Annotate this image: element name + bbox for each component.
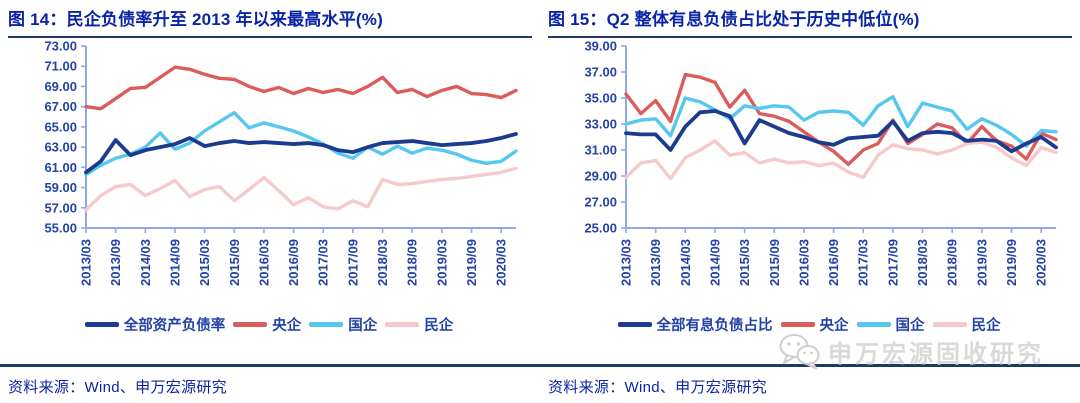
- y-tick-label: 69.00: [44, 79, 77, 94]
- series-line-1: [624, 72, 1058, 167]
- y-tick-label: 63.00: [44, 140, 77, 155]
- x-tick-label: 2019/03: [974, 239, 989, 286]
- x-tick-label: 2013/03: [79, 239, 94, 286]
- x-tick-label: 2019/09: [1004, 239, 1019, 286]
- figure-15-source-note: 资料来源：Wind、申万宏源研究: [540, 364, 1080, 397]
- legend-label: 央企: [272, 318, 302, 334]
- y-tick-label: 33.00: [584, 117, 617, 132]
- x-tick-label: 2013/09: [648, 239, 663, 286]
- legend-swatch: [617, 322, 652, 327]
- legend-item: 国企: [856, 314, 925, 335]
- x-tick-label: 2018/09: [405, 239, 420, 286]
- figure-15-panel: 图 15：Q2 整体有息负债占比处于历史中低位(%) 25.00 27.00 29.…: [540, 0, 1080, 403]
- legend-item: 民企: [932, 314, 1001, 335]
- series-line-1: [84, 65, 518, 111]
- x-tick-label: 2020/03: [1034, 239, 1049, 286]
- x-tick-label: 2014/03: [138, 239, 153, 286]
- legend-swatch: [780, 322, 815, 327]
- series-line-3: [624, 139, 1058, 181]
- legend-swatch: [84, 322, 119, 327]
- figure-14-line-chart: 55.00 57.00 59.00 61.00 63.00 65.00 67.00 69.00…: [44, 39, 518, 286]
- legend-label: 民企: [971, 318, 1001, 334]
- x-tick-label: 2017/03: [316, 239, 331, 286]
- legend-swatch: [385, 322, 420, 327]
- y-tick-label: 55.00: [44, 221, 77, 236]
- y-tick-label: 61.00: [44, 160, 77, 175]
- y-tick-label: 71.00: [44, 59, 77, 74]
- figure-15-title: 图 15：Q2 整体有息负债占比处于历史中低位(%): [548, 0, 1072, 38]
- legend-item: 全部有息负债占比: [617, 314, 773, 335]
- x-tick-label: 2016/03: [796, 239, 811, 286]
- y-tick-label: 39.00: [584, 40, 617, 54]
- x-tick-label: 2015/03: [737, 239, 752, 286]
- legend-item: 全部资产负债率: [84, 314, 226, 335]
- legend-item: 央企: [233, 314, 301, 335]
- x-tick-label: 2018/09: [945, 239, 960, 286]
- series-line-2: [84, 111, 518, 177]
- legend-label: 全部资产负债率: [123, 318, 226, 334]
- legend-item: 央企: [780, 314, 849, 335]
- figure-14-title: 图 14：民企负债率升至 2013 年以来最高水平(%): [8, 0, 532, 38]
- x-tick-label: 2016/03: [256, 239, 271, 286]
- figure-15-chart-area: 25.00 27.00 29.00 31.00 33.00 35.00 37.00 39.00…: [548, 39, 1072, 297]
- x-tick-label: 2018/03: [915, 239, 930, 286]
- x-tick-label: 2017/03: [856, 239, 871, 286]
- legend-label: 央企: [819, 318, 849, 334]
- y-tick-label: 65.00: [44, 119, 77, 134]
- y-tick-label: 27.00: [584, 195, 617, 210]
- figure-15-line-chart: 25.00 27.00 29.00 31.00 33.00 35.00 37.00 39.00…: [584, 39, 1058, 286]
- series-line-2: [624, 95, 1058, 148]
- y-tick-label: 59.00: [44, 180, 77, 195]
- y-tick-label: 25.00: [584, 221, 617, 236]
- x-tick-label: 2017/09: [345, 239, 360, 286]
- series-line-0: [84, 132, 518, 175]
- legend-item: 国企: [309, 314, 377, 335]
- series-line-3: [84, 166, 518, 212]
- legend-label: 全部有息负债占比: [656, 318, 773, 334]
- y-tick-label: 57.00: [44, 200, 77, 215]
- y-tick-label: 35.00: [584, 91, 617, 106]
- x-tick-label: 2019/09: [464, 239, 479, 286]
- figure-14-legend: 全部资产负债率 央企 国企 民企: [8, 314, 530, 335]
- figure-15-legend: 全部有息负债占比 央企 国企 民企: [548, 314, 1070, 335]
- legend-label: 国企: [895, 318, 925, 334]
- y-tick-label: 29.00: [584, 169, 617, 184]
- x-tick-label: 2014/03: [678, 239, 693, 286]
- x-tick-label: 2015/03: [197, 239, 212, 286]
- legend-label: 民企: [424, 318, 454, 334]
- y-tick-label: 67.00: [44, 99, 77, 114]
- legend-swatch: [309, 322, 344, 327]
- x-tick-label: 2017/09: [885, 239, 900, 286]
- x-tick-label: 2014/09: [707, 239, 722, 286]
- source-text: 资料来源：Wind、申万宏源研究: [548, 379, 767, 396]
- x-tick-label: 2020/03: [494, 239, 509, 286]
- x-tick-label: 2016/09: [826, 239, 841, 286]
- x-tick-label: 2015/09: [227, 239, 242, 286]
- figure-14-chart-area: 55.00 57.00 59.00 61.00 63.00 65.00 67.00 69.00…: [8, 39, 532, 297]
- x-tick-label: 2015/09: [767, 239, 782, 286]
- series-line-0: [624, 109, 1058, 154]
- x-tick-label: 2013/09: [108, 239, 123, 286]
- legend-label: 国企: [348, 318, 378, 334]
- figure-14-panel: 图 14：民企负债率升至 2013 年以来最高水平(%) 55.00 57.00 5…: [0, 0, 540, 397]
- x-tick-label: 2014/09: [167, 239, 182, 286]
- legend-item: 民企: [385, 314, 453, 335]
- y-tick-label: 31.00: [584, 143, 617, 158]
- y-tick-label: 73.00: [44, 40, 77, 54]
- x-tick-label: 2018/03: [375, 239, 390, 286]
- legend-swatch: [856, 322, 891, 327]
- source-text: 资料来源：Wind、申万宏源研究: [8, 379, 227, 396]
- legend-swatch: [233, 322, 268, 327]
- legend-swatch: [932, 322, 967, 327]
- y-tick-label: 37.00: [584, 65, 617, 80]
- figure-14-source-note: 资料来源：Wind、申万宏源研究: [0, 364, 540, 397]
- x-tick-label: 2019/03: [434, 239, 449, 286]
- x-tick-label: 2013/03: [619, 239, 634, 286]
- x-tick-label: 2016/09: [286, 239, 301, 286]
